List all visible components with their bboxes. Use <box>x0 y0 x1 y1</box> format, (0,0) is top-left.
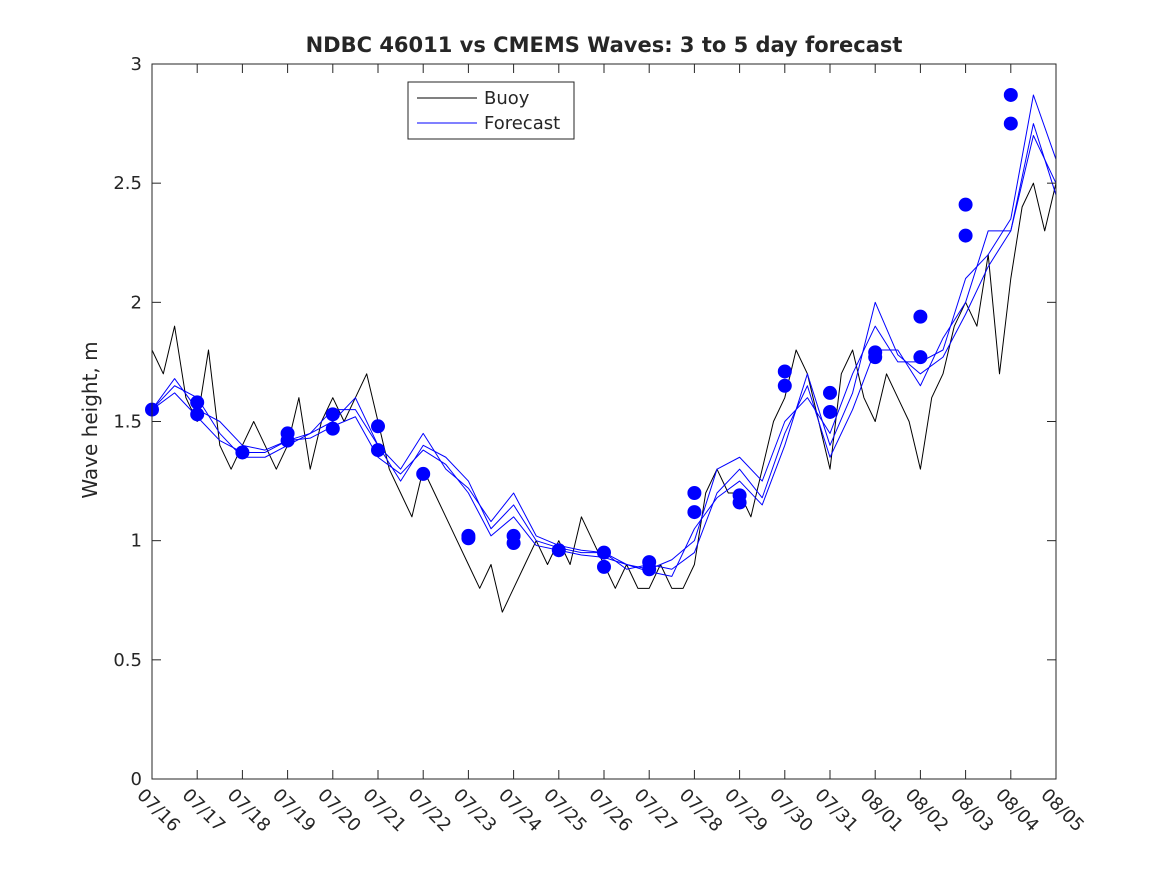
forecast-marker <box>461 531 476 546</box>
y-axis: 0 0.5 1 1.5 2 2.5 3 <box>113 54 1056 790</box>
forecast-marker <box>325 421 340 436</box>
y-tick-label: 2 <box>131 292 142 313</box>
forecast-marker <box>371 419 385 434</box>
y-tick-label: 1 <box>131 531 142 552</box>
forecast-marker <box>958 228 973 243</box>
forecast-marker <box>1003 87 1018 102</box>
forecast-marker <box>190 395 205 410</box>
forecast-marker <box>687 505 702 520</box>
plot-area <box>145 87 1057 613</box>
forecast-marker <box>823 385 837 400</box>
legend-label-buoy: Buoy <box>484 88 530 109</box>
forecast-marker <box>190 407 205 422</box>
y-tick-label: 3 <box>131 54 142 75</box>
forecast-marker <box>868 350 883 365</box>
forecast-marker <box>325 407 340 422</box>
chart-title: NDBC 46011 vs CMEMS Waves: 3 to 5 day fo… <box>306 33 903 57</box>
forecast-marker <box>913 309 928 324</box>
forecast-marker <box>642 562 657 577</box>
y-tick-label: 0.5 <box>113 650 142 671</box>
forecast-marker <box>913 350 928 365</box>
y-axis-label: Wave height, m <box>78 341 102 498</box>
legend-box <box>407 81 575 140</box>
forecast-marker <box>416 466 431 481</box>
forecast-marker <box>235 445 250 460</box>
forecast-marker <box>280 433 295 448</box>
forecast-marker <box>777 364 792 379</box>
legend: Buoy Forecast <box>407 81 575 140</box>
y-tick-label: 2.5 <box>113 173 142 194</box>
forecast-marker <box>777 378 792 393</box>
forecast-marker <box>371 443 385 458</box>
forecast-marker <box>551 543 566 558</box>
forecast-marker <box>823 404 837 419</box>
forecast-marker <box>732 495 747 510</box>
y-tick-label: 1.5 <box>113 412 142 433</box>
y-tick-label: 0 <box>131 769 142 790</box>
forecast-marker <box>1003 116 1018 131</box>
forecast-marker <box>687 486 702 500</box>
legend-label-forecast: Forecast <box>484 113 560 134</box>
forecast-marker <box>506 536 521 551</box>
forecast-marker <box>958 197 973 212</box>
forecast-marker <box>597 559 611 574</box>
forecast-marker <box>597 545 611 560</box>
